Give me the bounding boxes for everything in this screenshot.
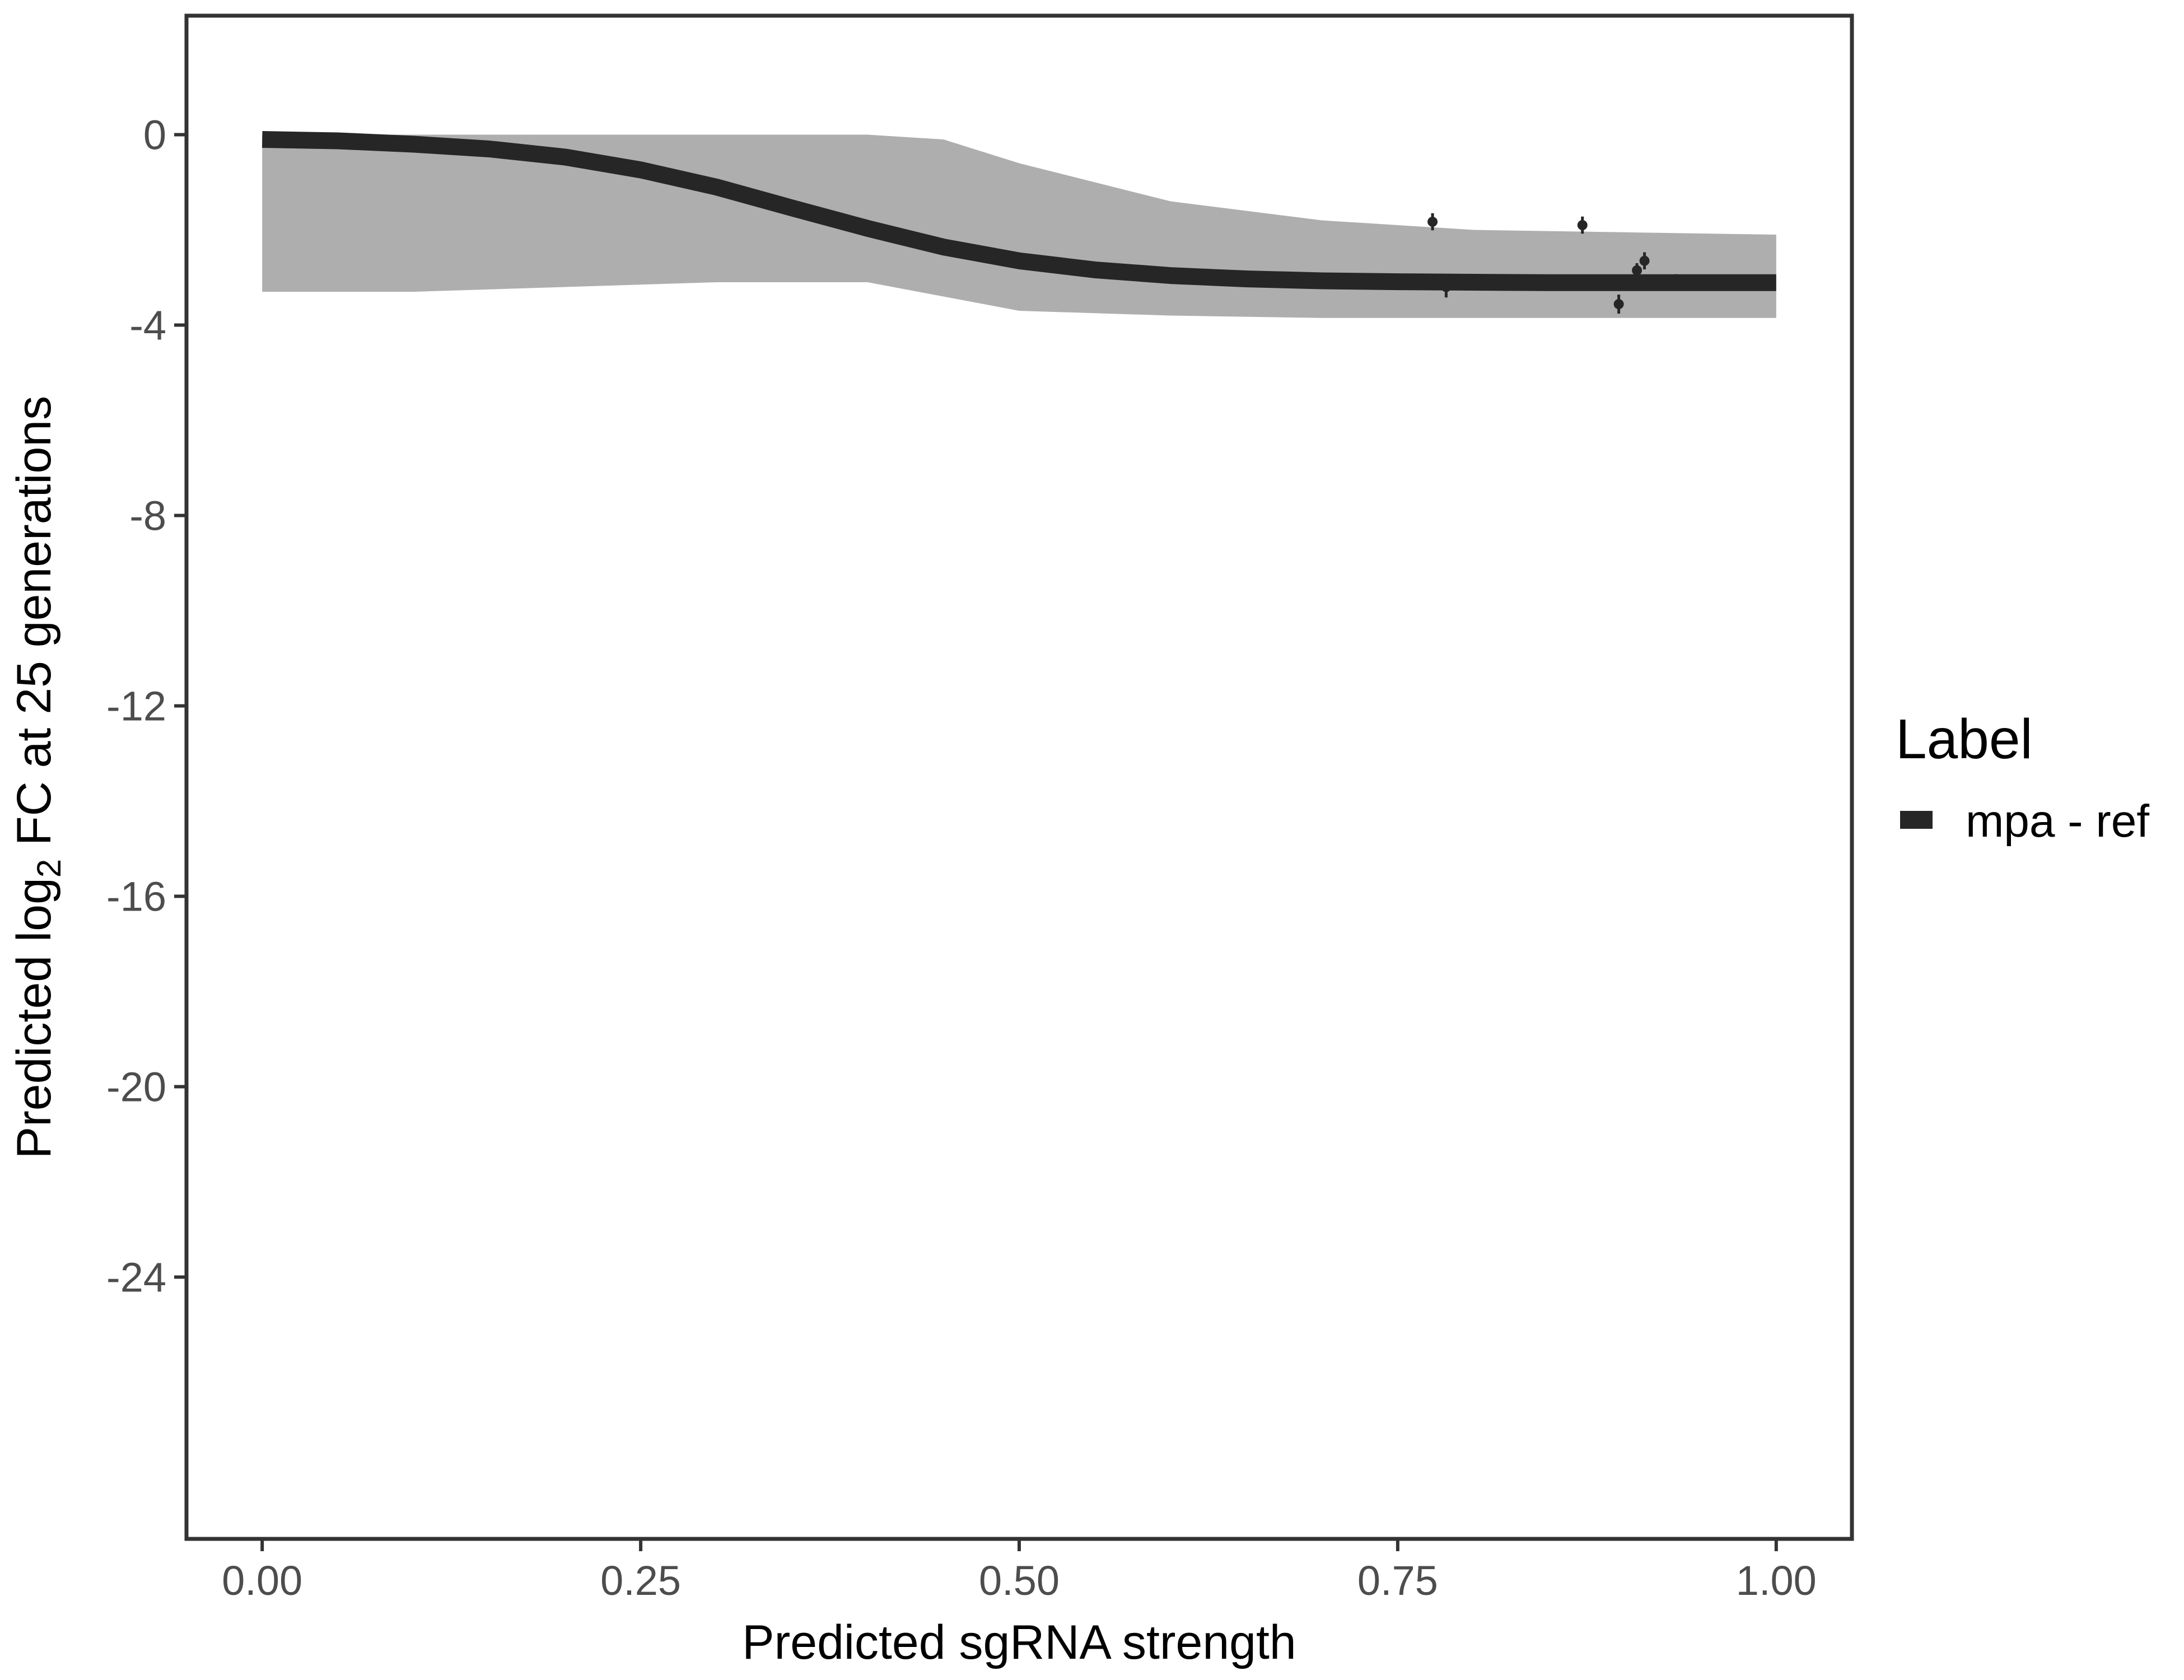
point-marker — [1639, 255, 1650, 266]
data-point — [1613, 295, 1624, 314]
y-tick-label: -4 — [129, 302, 166, 349]
legend: Label mpa - ref — [1896, 708, 2149, 847]
point-marker — [1613, 299, 1624, 310]
legend-label-mpa-ref: mpa - ref — [1966, 796, 2149, 847]
points-layer — [1427, 213, 1682, 314]
y-tick-label: -8 — [129, 493, 166, 539]
posterior-band-layer — [262, 134, 1776, 318]
x-tick-label: 0.50 — [979, 1557, 1060, 1604]
y-axis: 0 -4 -8 -12 -16 -20 -24 — [106, 112, 185, 1301]
y-axis-title-prefix: Predicted log — [7, 878, 61, 1159]
y-axis-title-suffix: FC at 25 generations — [7, 396, 61, 859]
data-point — [1632, 263, 1642, 278]
x-tick-label: 0.25 — [600, 1557, 681, 1604]
point-marker — [1427, 217, 1438, 227]
point-marker — [1632, 265, 1642, 276]
x-tick-label: 1.00 — [1736, 1557, 1817, 1604]
fit-line-mpa-ref — [262, 131, 1776, 291]
y-axis-title: Predicted log2 FC at 25 generations — [7, 396, 68, 1159]
legend-title: Label — [1896, 708, 2033, 771]
y-tick-label: -24 — [106, 1254, 166, 1301]
y-tick-label: -16 — [106, 874, 166, 920]
x-axis: 0.00 0.25 0.50 0.75 1.00 — [222, 1541, 1817, 1604]
x-axis-title: Predicted sgRNA strength — [742, 1616, 1296, 1669]
posterior-band — [262, 134, 1776, 318]
x-tick-label: 0.75 — [1357, 1557, 1438, 1604]
data-point — [1647, 275, 1658, 290]
plot-panel-border — [184, 13, 1854, 1541]
point-marker — [1671, 274, 1682, 285]
point-marker — [1577, 220, 1588, 230]
y-tick-label: -12 — [106, 683, 166, 730]
legend-key-mpa-ref — [1900, 811, 1933, 829]
y-tick-label: 0 — [143, 112, 166, 158]
x-tick-label: 0.00 — [222, 1557, 302, 1604]
y-axis-title-subscript: 2 — [30, 859, 68, 878]
fit-line-layer — [262, 131, 1776, 291]
data-point — [1577, 216, 1588, 234]
data-point — [1441, 276, 1452, 298]
data-point — [1639, 252, 1650, 270]
point-marker — [1647, 277, 1658, 287]
data-point — [1671, 274, 1682, 286]
y-tick-label: -20 — [106, 1064, 166, 1110]
point-marker — [1441, 282, 1452, 292]
data-point — [1427, 213, 1438, 231]
